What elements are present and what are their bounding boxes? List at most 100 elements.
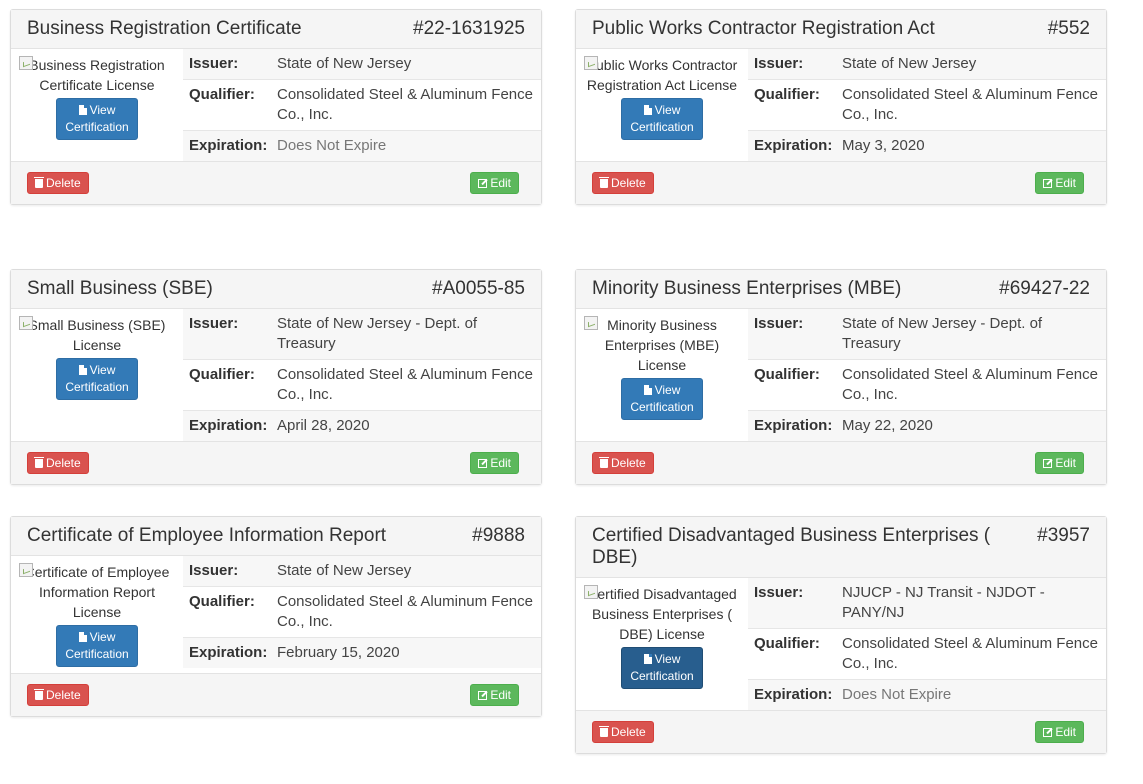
delete-label: Delete — [611, 456, 646, 470]
card-header: Small Business (SBE) #A0055-85 — [11, 270, 541, 309]
broken-image-icon — [584, 585, 598, 599]
qualifier-label: Qualifier: — [189, 366, 255, 383]
view-certification-button[interactable]: View Certification — [621, 378, 703, 420]
view-label: View — [89, 103, 116, 117]
trash-icon — [599, 726, 609, 737]
expiration-value: May 22, 2020 — [842, 417, 933, 434]
delete-button[interactable]: Delete — [27, 684, 89, 706]
certificate-number: #A0055-85 — [432, 278, 525, 299]
issuer-row: Issuer: State of New Jersey - Dept. of T… — [183, 309, 541, 359]
broken-image-icon — [584, 56, 598, 70]
issuer-label: Issuer: — [754, 315, 804, 332]
edit-button[interactable]: Edit — [1035, 452, 1084, 474]
trash-icon — [34, 177, 44, 188]
edit-icon — [1043, 728, 1053, 737]
edit-icon — [478, 691, 488, 700]
edit-label: Edit — [1055, 725, 1076, 739]
edit-button[interactable]: Edit — [470, 172, 519, 194]
certification-label: Certification — [65, 380, 129, 394]
issuer-label: Issuer: — [754, 55, 804, 72]
broken-image-icon — [19, 563, 33, 577]
view-certification-button[interactable]: View Certification — [621, 647, 703, 689]
certificate-number: #22-1631925 — [413, 18, 525, 39]
card-title: Certified Disadvantaged Business Enterpr… — [592, 525, 991, 568]
delete-button[interactable]: Delete — [27, 172, 89, 194]
delete-label: Delete — [46, 688, 81, 702]
edit-button[interactable]: Edit — [1035, 721, 1084, 743]
expiration-label: Expiration: — [189, 137, 268, 154]
file-icon — [643, 105, 652, 115]
delete-button[interactable]: Delete — [592, 172, 654, 194]
view-label: View — [89, 630, 116, 644]
view-certification-button[interactable]: View Certification — [56, 98, 138, 140]
qualifier-row: Qualifier: Consolidated Steel & Aluminum… — [748, 359, 1106, 410]
license-thumbnail: Certificate of Employee Information Repo… — [11, 556, 183, 673]
qualifier-value: Consolidated Steel & Aluminum Fence Co.,… — [842, 86, 1098, 123]
delete-label: Delete — [611, 176, 646, 190]
license-image-alt-text: Minority Business Enterprises (MBE) Lice… — [604, 317, 720, 373]
card-title: Minority Business Enterprises (MBE) — [592, 278, 902, 299]
card-header: Certified Disadvantaged Business Enterpr… — [576, 517, 1106, 578]
info-table: Issuer: State of New Jersey Qualifier: C… — [183, 556, 541, 673]
certificate-number: #9888 — [472, 525, 525, 546]
edit-label: Edit — [490, 176, 511, 190]
license-image-alt-text: Business Registration Certificate Licens… — [29, 57, 165, 93]
certification-card: Minority Business Enterprises (MBE) #694… — [575, 269, 1107, 485]
issuer-label: Issuer: — [189, 315, 239, 332]
expiration-label: Expiration: — [754, 417, 833, 434]
qualifier-value: Consolidated Steel & Aluminum Fence Co.,… — [842, 366, 1098, 403]
info-table: Issuer: State of New Jersey - Dept. of T… — [183, 309, 541, 441]
qualifier-row: Qualifier: Consolidated Steel & Aluminum… — [183, 359, 541, 410]
qualifier-label: Qualifier: — [754, 366, 820, 383]
card-footer: Delete Edit — [576, 441, 1106, 484]
license-image-alt-text: Certified Disadvantaged Business Enterpr… — [587, 586, 737, 642]
view-certification-button[interactable]: View Certification — [621, 98, 703, 140]
delete-button[interactable]: Delete — [592, 452, 654, 474]
edit-label: Edit — [1055, 176, 1076, 190]
issuer-value: State of New Jersey — [277, 562, 412, 579]
delete-button[interactable]: Delete — [592, 721, 654, 743]
view-label: View — [89, 363, 116, 377]
trash-icon — [599, 177, 609, 188]
edit-label: Edit — [490, 456, 511, 470]
view-certification-button[interactable]: View Certification — [56, 358, 138, 400]
qualifier-label: Qualifier: — [754, 86, 820, 103]
edit-button[interactable]: Edit — [470, 684, 519, 706]
card-title: Public Works Contractor Registration Act — [592, 18, 935, 39]
delete-label: Delete — [46, 176, 81, 190]
certification-card: Certified Disadvantaged Business Enterpr… — [575, 516, 1107, 754]
expiration-row: Expiration: Does Not Expire — [183, 130, 541, 161]
expiration-label: Expiration: — [754, 137, 833, 154]
qualifier-row: Qualifier: Consolidated Steel & Aluminum… — [748, 628, 1106, 679]
qualifier-row: Qualifier: Consolidated Steel & Aluminum… — [183, 586, 541, 637]
qualifier-row: Qualifier: Consolidated Steel & Aluminum… — [183, 79, 541, 130]
certification-card: Public Works Contractor Registration Act… — [575, 9, 1107, 205]
qualifier-label: Qualifier: — [754, 635, 820, 652]
certificate-number: #69427-22 — [999, 278, 1090, 299]
expiration-value: May 3, 2020 — [842, 137, 925, 154]
edit-button[interactable]: Edit — [470, 452, 519, 474]
view-certification-button[interactable]: View Certification — [56, 625, 138, 667]
file-icon — [78, 105, 87, 115]
card-body: Minority Business Enterprises (MBE) Lice… — [576, 309, 1106, 441]
certification-label: Certification — [630, 669, 694, 683]
edit-label: Edit — [490, 688, 511, 702]
edit-button[interactable]: Edit — [1035, 172, 1084, 194]
card-header: Minority Business Enterprises (MBE) #694… — [576, 270, 1106, 309]
expiration-value: April 28, 2020 — [277, 417, 370, 434]
expiration-label: Expiration: — [189, 417, 268, 434]
expiration-row: Expiration: February 15, 2020 — [183, 637, 541, 668]
info-table: Issuer: State of New Jersey Qualifier: C… — [748, 49, 1106, 161]
delete-button[interactable]: Delete — [27, 452, 89, 474]
expiration-label: Expiration: — [189, 644, 268, 661]
card-header: Business Registration Certificate #22-16… — [11, 10, 541, 49]
card-body: Public Works Contractor Registration Act… — [576, 49, 1106, 161]
view-label: View — [654, 652, 681, 666]
broken-image-icon — [584, 316, 598, 330]
issuer-label: Issuer: — [189, 55, 239, 72]
expiration-value: Does Not Expire — [277, 137, 387, 154]
trash-icon — [34, 457, 44, 468]
card-body: Certificate of Employee Information Repo… — [11, 556, 541, 673]
delete-label: Delete — [46, 456, 81, 470]
qualifier-label: Qualifier: — [189, 86, 255, 103]
